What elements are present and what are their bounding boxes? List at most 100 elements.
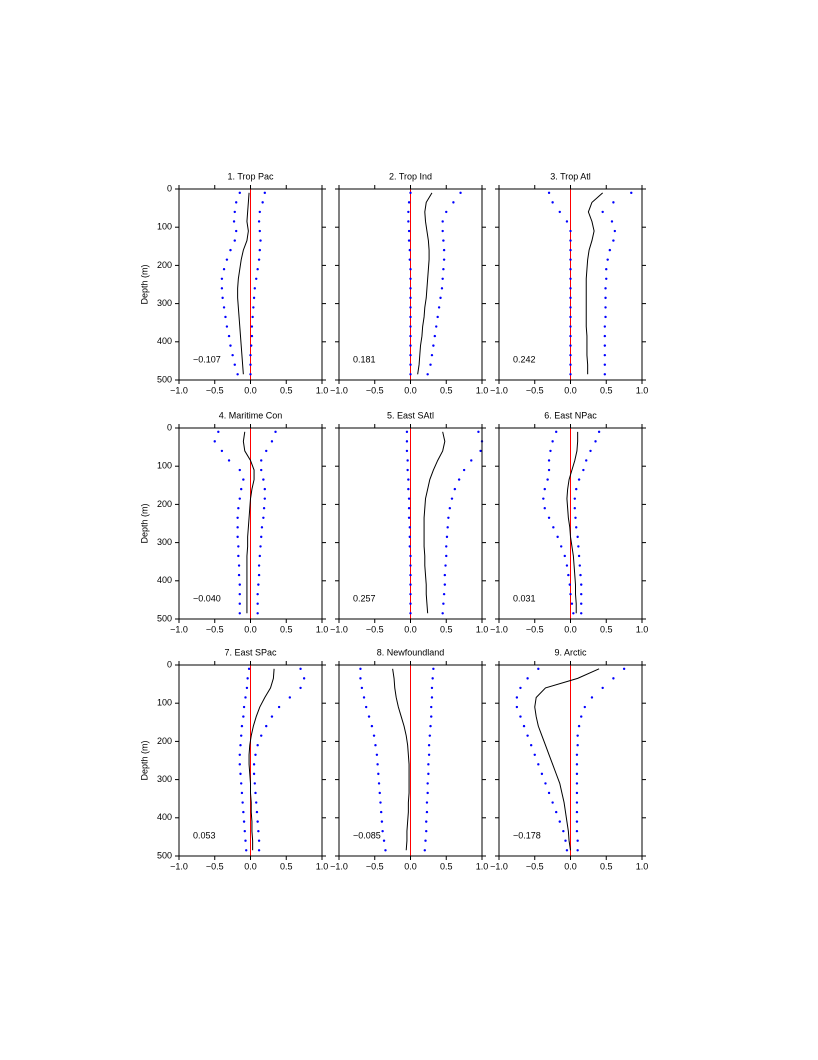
profile-dot	[238, 497, 241, 500]
profile-dot	[238, 602, 241, 605]
profile-dot	[241, 801, 244, 804]
profile-dot	[435, 325, 438, 328]
panel-title: 9. Arctic	[554, 647, 587, 657]
profile-dot	[265, 449, 268, 453]
profile-dot	[409, 344, 412, 347]
profile-line	[242, 431, 255, 614]
profile-dot	[427, 772, 430, 776]
profile-dot	[575, 487, 578, 491]
profile-dot	[262, 478, 265, 481]
y-tick-label: 400	[157, 336, 172, 346]
profile-dot	[576, 849, 579, 852]
profile-dot	[574, 516, 577, 519]
profile-dot	[575, 820, 579, 823]
x-tick-label: 0.0	[404, 624, 417, 634]
profile-dot	[407, 516, 411, 519]
y-tick-label: 300	[157, 774, 172, 784]
profile-dot	[565, 849, 569, 852]
profile-dot	[229, 344, 232, 347]
profile-dot	[612, 201, 615, 204]
profile-dot	[515, 696, 519, 699]
profile-dot	[426, 791, 429, 795]
profile-dot	[544, 782, 547, 785]
profile-dot	[445, 554, 448, 558]
profile-dot	[575, 810, 579, 814]
profile-dot	[442, 239, 445, 242]
profile-dot	[432, 344, 435, 347]
profile-dot	[577, 724, 581, 728]
profile-dot	[249, 373, 252, 376]
profile-dot	[543, 507, 546, 510]
profile-dot	[570, 602, 574, 605]
profile-dot	[533, 753, 536, 756]
y-tick-label: 300	[157, 298, 172, 308]
profile-dot	[236, 516, 239, 519]
x-tick-label: 0.5	[440, 861, 453, 871]
profile-dot	[430, 715, 433, 718]
profile-dot	[426, 782, 429, 785]
x-tick-label: −0.5	[366, 624, 384, 634]
profile-dot	[233, 210, 236, 214]
profile-dot	[445, 535, 449, 539]
profile-dot	[409, 325, 412, 328]
profile-dot	[569, 296, 572, 300]
x-tick-label: −0.5	[366, 861, 384, 871]
profile-dot	[257, 829, 260, 833]
profile-dot	[364, 705, 368, 709]
profile-dot	[258, 248, 261, 252]
profile-dot	[605, 268, 608, 271]
profile-dot	[569, 592, 572, 596]
annotation: −0.040	[193, 593, 221, 603]
annotation: 0.053	[193, 830, 216, 840]
y-tick-label: 500	[157, 613, 172, 623]
profile-dot	[575, 753, 579, 756]
profile-dot	[408, 526, 411, 529]
profile-dot	[436, 315, 439, 319]
profile-dot	[606, 258, 609, 261]
profile-dot	[240, 782, 243, 785]
profile-dot	[224, 315, 227, 319]
profile-dot	[260, 734, 263, 737]
profile-dot	[236, 373, 239, 376]
y-tick-label: 0	[167, 183, 172, 193]
profile-dot	[225, 258, 229, 261]
profile-dot	[442, 602, 445, 605]
profile-dot	[409, 602, 412, 605]
profile-dot	[232, 220, 236, 223]
profile-dot	[245, 686, 249, 690]
profile-dot	[236, 535, 239, 539]
profile-dot	[612, 239, 615, 242]
profile-dot	[407, 210, 410, 214]
profile-dot	[569, 306, 572, 309]
profile-dot	[217, 430, 220, 434]
profile-dot	[575, 801, 579, 804]
profile-line	[237, 192, 250, 375]
profile-dot	[238, 583, 241, 586]
profile-dot	[446, 526, 449, 529]
profile-dot	[429, 724, 432, 728]
profile-dot	[235, 201, 238, 204]
profile-dot	[409, 612, 412, 615]
x-tick-label: 0.5	[280, 861, 293, 871]
profile-dot	[453, 487, 457, 491]
profile-dot	[252, 772, 256, 776]
profile-dot	[409, 315, 412, 319]
profile-dot	[302, 677, 306, 680]
profile-dot	[409, 554, 412, 558]
profile-dot	[263, 487, 266, 491]
y-tick-label: 0	[167, 659, 172, 669]
profile-dot	[227, 459, 231, 462]
profile-dot	[238, 592, 241, 596]
panel-title: 2. Trop Ind	[389, 171, 432, 181]
profile-dot	[526, 677, 529, 680]
profile-dot	[470, 459, 473, 462]
profile-line	[392, 668, 410, 851]
profile-dot	[409, 191, 412, 195]
annotation: 0.181	[353, 354, 376, 364]
profile-dot	[409, 296, 412, 300]
profile-dot	[258, 554, 261, 558]
profile-dot	[569, 287, 572, 290]
profile-dot	[540, 772, 544, 776]
profile-dot	[603, 373, 607, 376]
x-tick-label: 1.0	[316, 624, 329, 634]
